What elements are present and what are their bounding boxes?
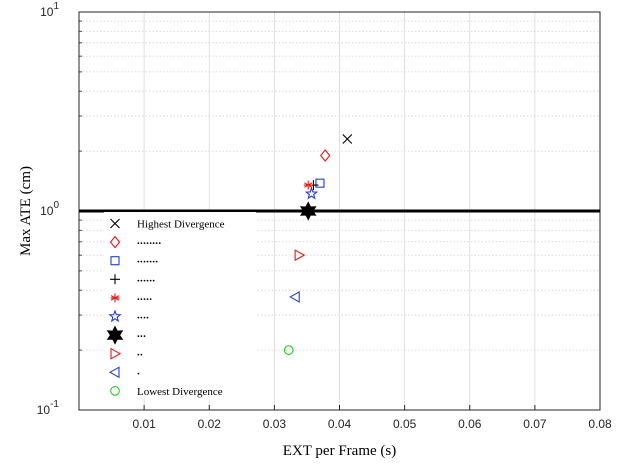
x-tick-label: 0.03 (263, 417, 287, 431)
x-axis-label: EXT per Frame (s) (283, 443, 396, 459)
legend-marker-diamond (109, 235, 121, 249)
legend-label: .. (137, 347, 143, 359)
y-axis-label: Max ATE (cm) (18, 166, 34, 256)
x-tick-label: 0.05 (393, 417, 417, 431)
legend-box (104, 212, 256, 399)
legend-label: ........ (137, 235, 161, 247)
legend-label: ..... (137, 291, 152, 303)
legend-label: .... (137, 310, 149, 322)
y-tick-label: 101 (40, 1, 59, 19)
y-axis: 10-1 100 101 (37, 1, 85, 417)
legend-label: Lowest Divergence (137, 386, 223, 398)
legend-marker-triangle-right (110, 347, 122, 360)
x-tick-label: 0.01 (132, 417, 156, 431)
x-tick-label: 0.04 (328, 417, 352, 431)
legend-marker-triangle-left (108, 366, 120, 379)
y-tick-label: 10-1 (37, 399, 60, 417)
data-point-triangle-left (289, 290, 300, 303)
legend-marker-x (110, 218, 120, 229)
legend-marker-circle (110, 386, 120, 396)
legend-marker-hexagram (106, 325, 124, 345)
x-tick-label: 0.02 (198, 417, 222, 431)
x-tick-label: 0.06 (458, 417, 482, 431)
legend-label: ... (137, 328, 146, 340)
data-point-pentagram (304, 186, 319, 200)
data-point-diamond (319, 149, 331, 162)
data-point-circle (283, 345, 294, 355)
legend: Highest Divergence......................… (104, 212, 256, 399)
legend-marker-plus (110, 274, 120, 285)
legend-label: ...... (137, 272, 155, 284)
x-tick-label: 0.07 (523, 417, 547, 431)
legend-label: Highest Divergence (137, 219, 225, 231)
x-tick-label: 0.08 (588, 417, 612, 431)
data-point-asterisk (303, 180, 313, 190)
legend-label: . (137, 365, 140, 377)
legend-marker-pentagram (108, 309, 122, 323)
data-point-triangle-right (294, 249, 306, 262)
y-tick-label: 100 (40, 200, 59, 218)
data-point-x (342, 134, 353, 144)
legend-marker-asterisk (110, 293, 120, 303)
grid (79, 11, 601, 411)
legend-label: ....... (137, 254, 158, 266)
data-point-square (315, 178, 325, 188)
legend-marker-square (110, 256, 120, 266)
data-point-hexagram (299, 201, 317, 221)
x-axis: 0.01 0.02 0.03 0.04 0.05 0.06 0.07 0.08 (132, 405, 612, 431)
data-points (283, 134, 353, 355)
